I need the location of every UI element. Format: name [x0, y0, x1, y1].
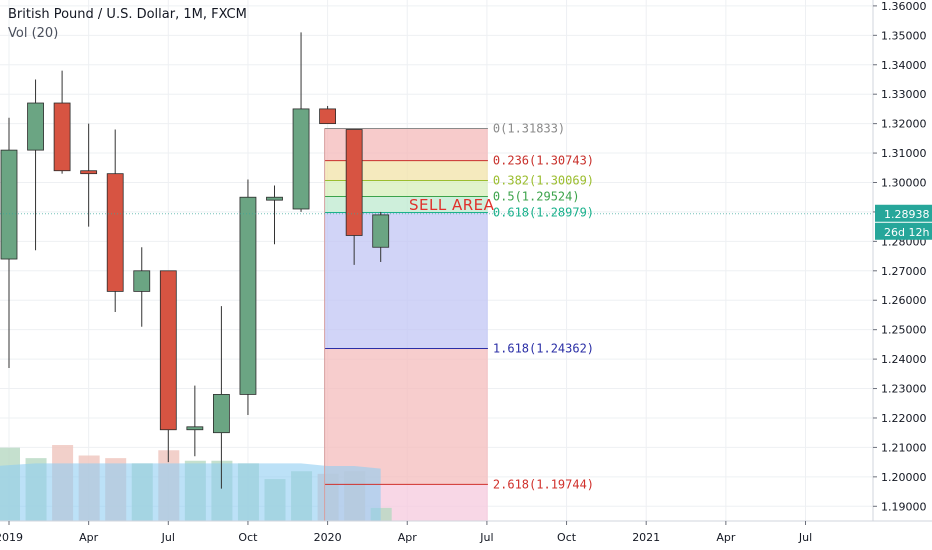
price-tick-label: 1.30000 — [881, 176, 927, 189]
fib-zone — [324, 180, 488, 197]
candle-body-up — [212, 394, 230, 434]
fib-level-label: 2.618(1.19744) — [493, 477, 594, 491]
volume-bars — [0, 445, 392, 521]
candle-body-up — [239, 196, 257, 395]
time-tick-label: Apr — [398, 531, 418, 544]
chart-title: British Pound / U.S. Dollar, 1M, FXCM — [8, 7, 247, 22]
fib-level-label: 0.618(1.28979) — [493, 206, 594, 220]
price-axis[interactable]: 1.36000 1.35000 1.34000 1.33000 1.32000 1.310… — [872, 0, 932, 550]
sell-area-label: SELL AREA — [409, 196, 495, 214]
price-tick-label: 1.34000 — [881, 59, 927, 72]
fib-zone — [324, 160, 488, 181]
candle-body-down — [80, 170, 98, 175]
candle-body-up — [292, 108, 310, 210]
price-tick-label: 1.21000 — [881, 441, 927, 454]
price-tick-label: 1.19000 — [881, 500, 927, 513]
candle-body-up — [186, 426, 204, 431]
volume-moving-average-area — [0, 463, 381, 521]
countdown-value: 26d 12h — [884, 226, 929, 239]
time-axis[interactable]: 2019 Apr Jul Oct 2020 Apr Jul Oct 2021 Apr Jul — [0, 520, 932, 550]
fib-level-label: 1.618(1.24362) — [493, 341, 594, 355]
candle-body-down — [345, 129, 363, 236]
time-tick-label: 2021 — [632, 531, 660, 544]
price-tick-label: 1.33000 — [881, 88, 927, 101]
time-tick-label: Apr — [79, 531, 99, 544]
candle-body-up — [266, 196, 283, 201]
candle-body-up — [27, 102, 44, 151]
time-tick-label: Jul — [798, 531, 812, 544]
fib-level-label: 0.5(1.29524) — [493, 190, 580, 204]
candle-body-up — [133, 270, 151, 292]
candle-body-up — [372, 214, 390, 248]
volume-indicator-label[interactable]: Vol (20) — [8, 26, 59, 41]
fibonacci-fill-zones — [324, 128, 488, 521]
fib-level-label: 0.382(1.30069) — [493, 173, 594, 187]
price-tick-label: 1.32000 — [881, 118, 927, 131]
price-tick-label: 1.26000 — [881, 294, 927, 307]
price-tick-label: 1.25000 — [881, 324, 927, 337]
price-tick-label: 1.35000 — [881, 29, 927, 42]
candlestick-series — [0, 32, 873, 489]
fib-zone — [324, 348, 488, 485]
time-tick-label: Apr — [716, 531, 736, 544]
current-price-badge — [875, 204, 932, 222]
price-axis-background — [873, 0, 932, 550]
time-tick-label: Oct — [238, 531, 258, 544]
price-tick-label: 1.22000 — [881, 412, 927, 425]
current-price-value: 1.28938 — [884, 208, 930, 221]
price-tick-label: 1.23000 — [881, 383, 927, 396]
candle-body-down — [319, 108, 337, 125]
time-tick-label: 2019 — [0, 531, 23, 544]
countdown-badge — [875, 222, 932, 240]
candle-body-up — [0, 149, 18, 260]
price-tick-label: 1.36000 — [881, 0, 927, 13]
time-tick-label: Jul — [479, 531, 493, 544]
time-tick-label: Oct — [557, 531, 577, 544]
time-tick-label: Jul — [161, 531, 175, 544]
candle-body-down — [53, 102, 71, 172]
price-tick-label: 1.24000 — [881, 353, 927, 366]
fib-zone — [324, 196, 488, 213]
time-tick-label: 2020 — [314, 531, 342, 544]
time-axis-background — [0, 521, 932, 550]
candle-body-down — [159, 270, 177, 431]
price-tick-label: 1.20000 — [881, 471, 927, 484]
fib-level-label: 0(1.31833) — [493, 122, 565, 136]
fib-level-label: 0.236(1.30743) — [493, 154, 594, 168]
price-tick-label: 1.27000 — [881, 265, 927, 278]
price-tick-label: 1.31000 — [881, 147, 927, 160]
candle-body-down — [106, 173, 124, 292]
